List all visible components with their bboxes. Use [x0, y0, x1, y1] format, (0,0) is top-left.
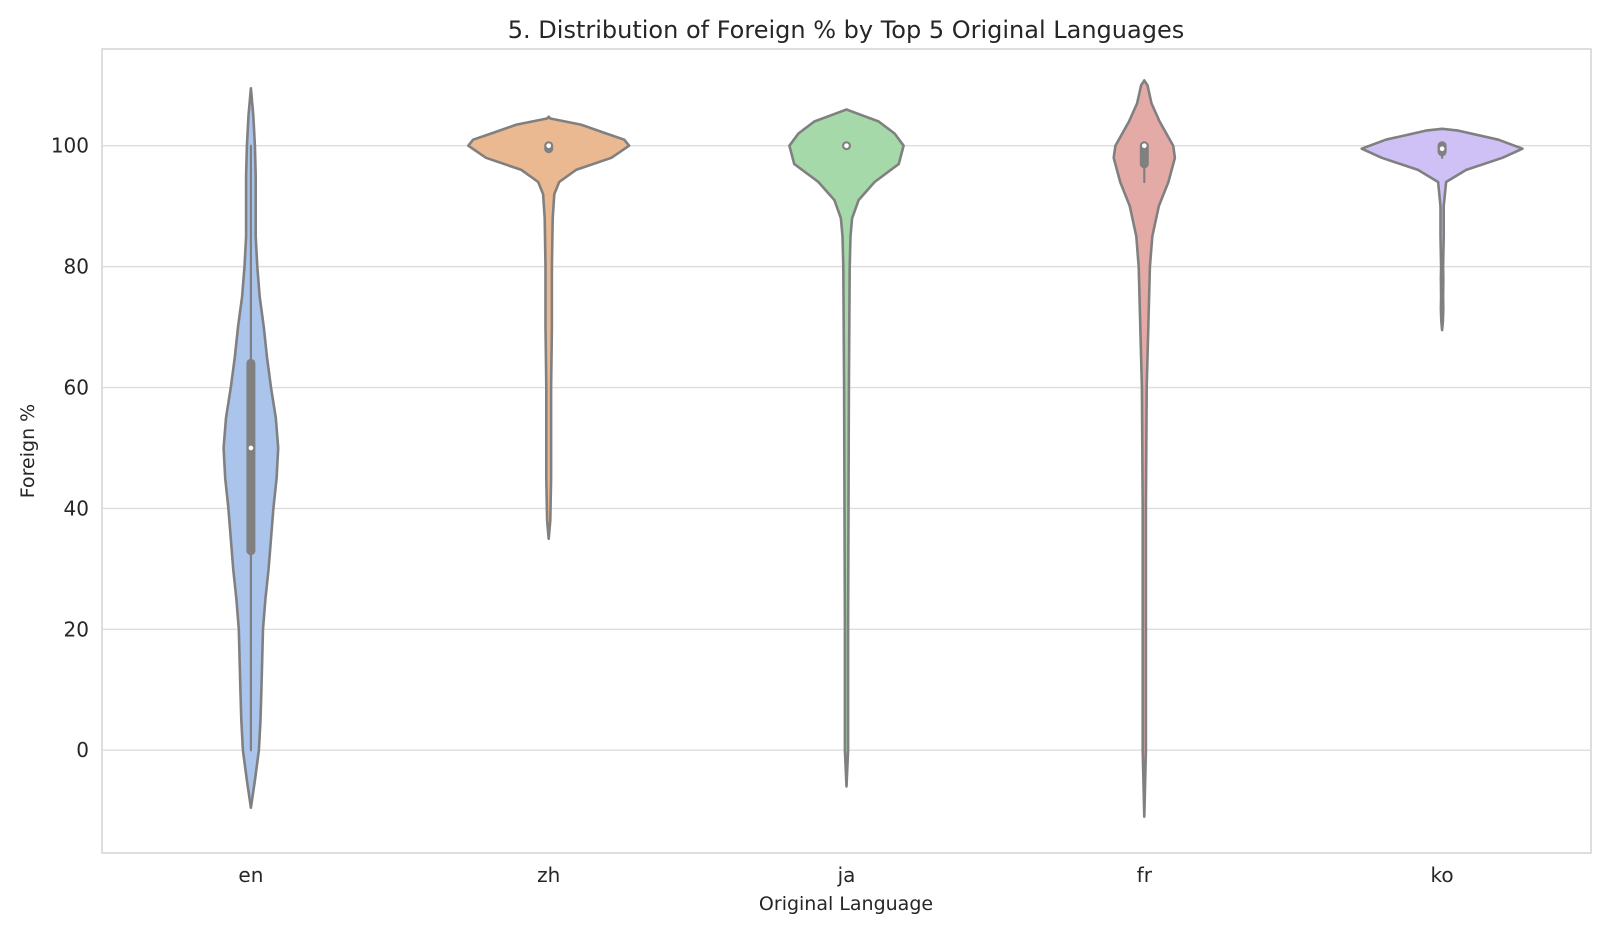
violin-zh	[467, 115, 631, 540]
y-tick-label: 60	[64, 376, 89, 400]
y-tick-label: 0	[76, 738, 89, 762]
x-axis-label: Original Language	[759, 893, 933, 915]
y-axis-label: Foreign %	[17, 404, 39, 498]
median-marker-fr	[1140, 142, 1148, 150]
violin-body-ko	[1360, 127, 1524, 332]
y-tick-label: 100	[51, 134, 89, 158]
x-tick-label-ja: ja	[837, 863, 856, 887]
violin-body-ja	[788, 108, 905, 788]
x-tick-label-ko: ko	[1431, 863, 1454, 887]
violin-en	[222, 87, 280, 809]
violin-fr	[1112, 79, 1177, 818]
median-marker-en	[247, 444, 255, 452]
violin-body-fr	[1112, 79, 1177, 818]
y-axis-ticks: 0 20 40 60 80 100	[51, 134, 89, 763]
median-marker-ja	[842, 142, 851, 150]
x-tick-label-en: en	[238, 863, 263, 887]
median-marker-ko	[1438, 145, 1446, 153]
y-tick-label: 20	[64, 617, 89, 641]
y-tick-label: 40	[64, 496, 89, 520]
x-axis-ticks: en zh ja fr ko	[238, 863, 1453, 887]
x-tick-label-fr: fr	[1137, 863, 1153, 887]
chart-title: 5. Distribution of Foreign % by Top 5 Or…	[508, 16, 1184, 44]
violins	[222, 79, 1524, 818]
y-tick-label: 80	[64, 255, 89, 279]
x-tick-label-zh: zh	[537, 863, 560, 887]
plot-area-frame	[101, 48, 1592, 854]
median-marker-zh	[545, 142, 553, 150]
gridlines	[102, 145, 1591, 751]
violin-ko	[1360, 127, 1524, 332]
violin-ja	[788, 108, 905, 788]
violin-body-zh	[467, 115, 631, 540]
